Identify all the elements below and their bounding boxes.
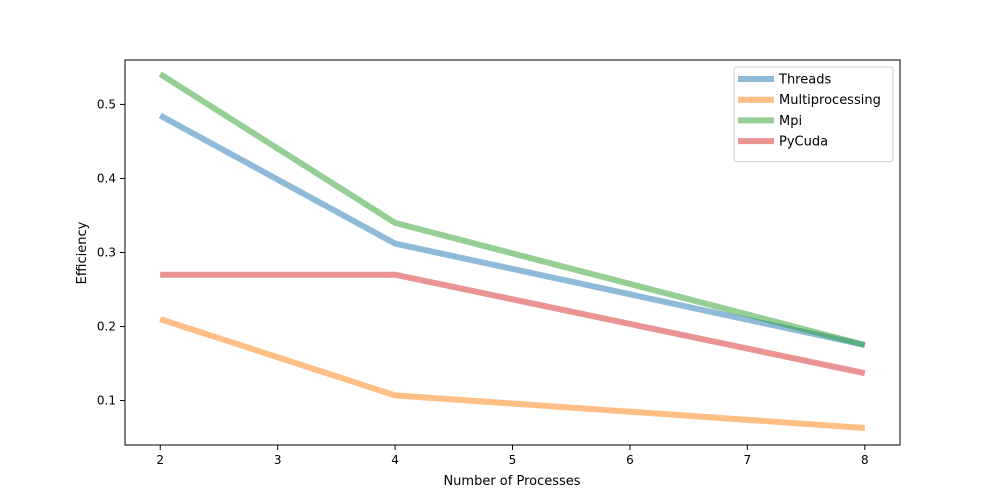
x-tick-label: 3 xyxy=(274,453,282,467)
x-tick-label: 4 xyxy=(391,453,399,467)
series-line-threads xyxy=(158,112,866,348)
x-tick-label: 7 xyxy=(744,453,752,467)
series-line-pycuda xyxy=(160,271,866,377)
legend-label-mpi: Mpi xyxy=(779,114,802,129)
x-tick-label: 5 xyxy=(509,453,517,467)
x-tick-label: 6 xyxy=(626,453,634,467)
y-axis-ticks: 0.1 0.2 0.3 0.4 0.5 xyxy=(97,97,125,408)
y-tick-label: 0.4 xyxy=(97,171,116,185)
legend-label-pycuda: PyCuda xyxy=(779,135,828,150)
legend-label-threads: Threads xyxy=(778,73,831,88)
x-tick-label: 2 xyxy=(156,453,164,467)
y-tick-label: 0.2 xyxy=(97,320,116,334)
x-axis-label: Number of Processes xyxy=(443,474,580,489)
series-line-mpi xyxy=(158,71,866,348)
y-tick-label: 0.5 xyxy=(97,97,116,111)
y-axis-label: Efficiency xyxy=(75,221,90,284)
legend-label-multiprocessing: Multiprocessing xyxy=(779,93,881,108)
series-layer xyxy=(158,71,866,431)
y-tick-label: 0.3 xyxy=(97,246,116,260)
x-axis-ticks: 2 3 4 5 6 7 8 xyxy=(156,445,869,467)
series-line-multiprocessing xyxy=(159,316,866,431)
y-tick-label: 0.1 xyxy=(97,394,116,408)
legend: Threads Multiprocessing Mpi PyCuda xyxy=(733,66,894,163)
x-tick-label: 8 xyxy=(861,453,869,467)
